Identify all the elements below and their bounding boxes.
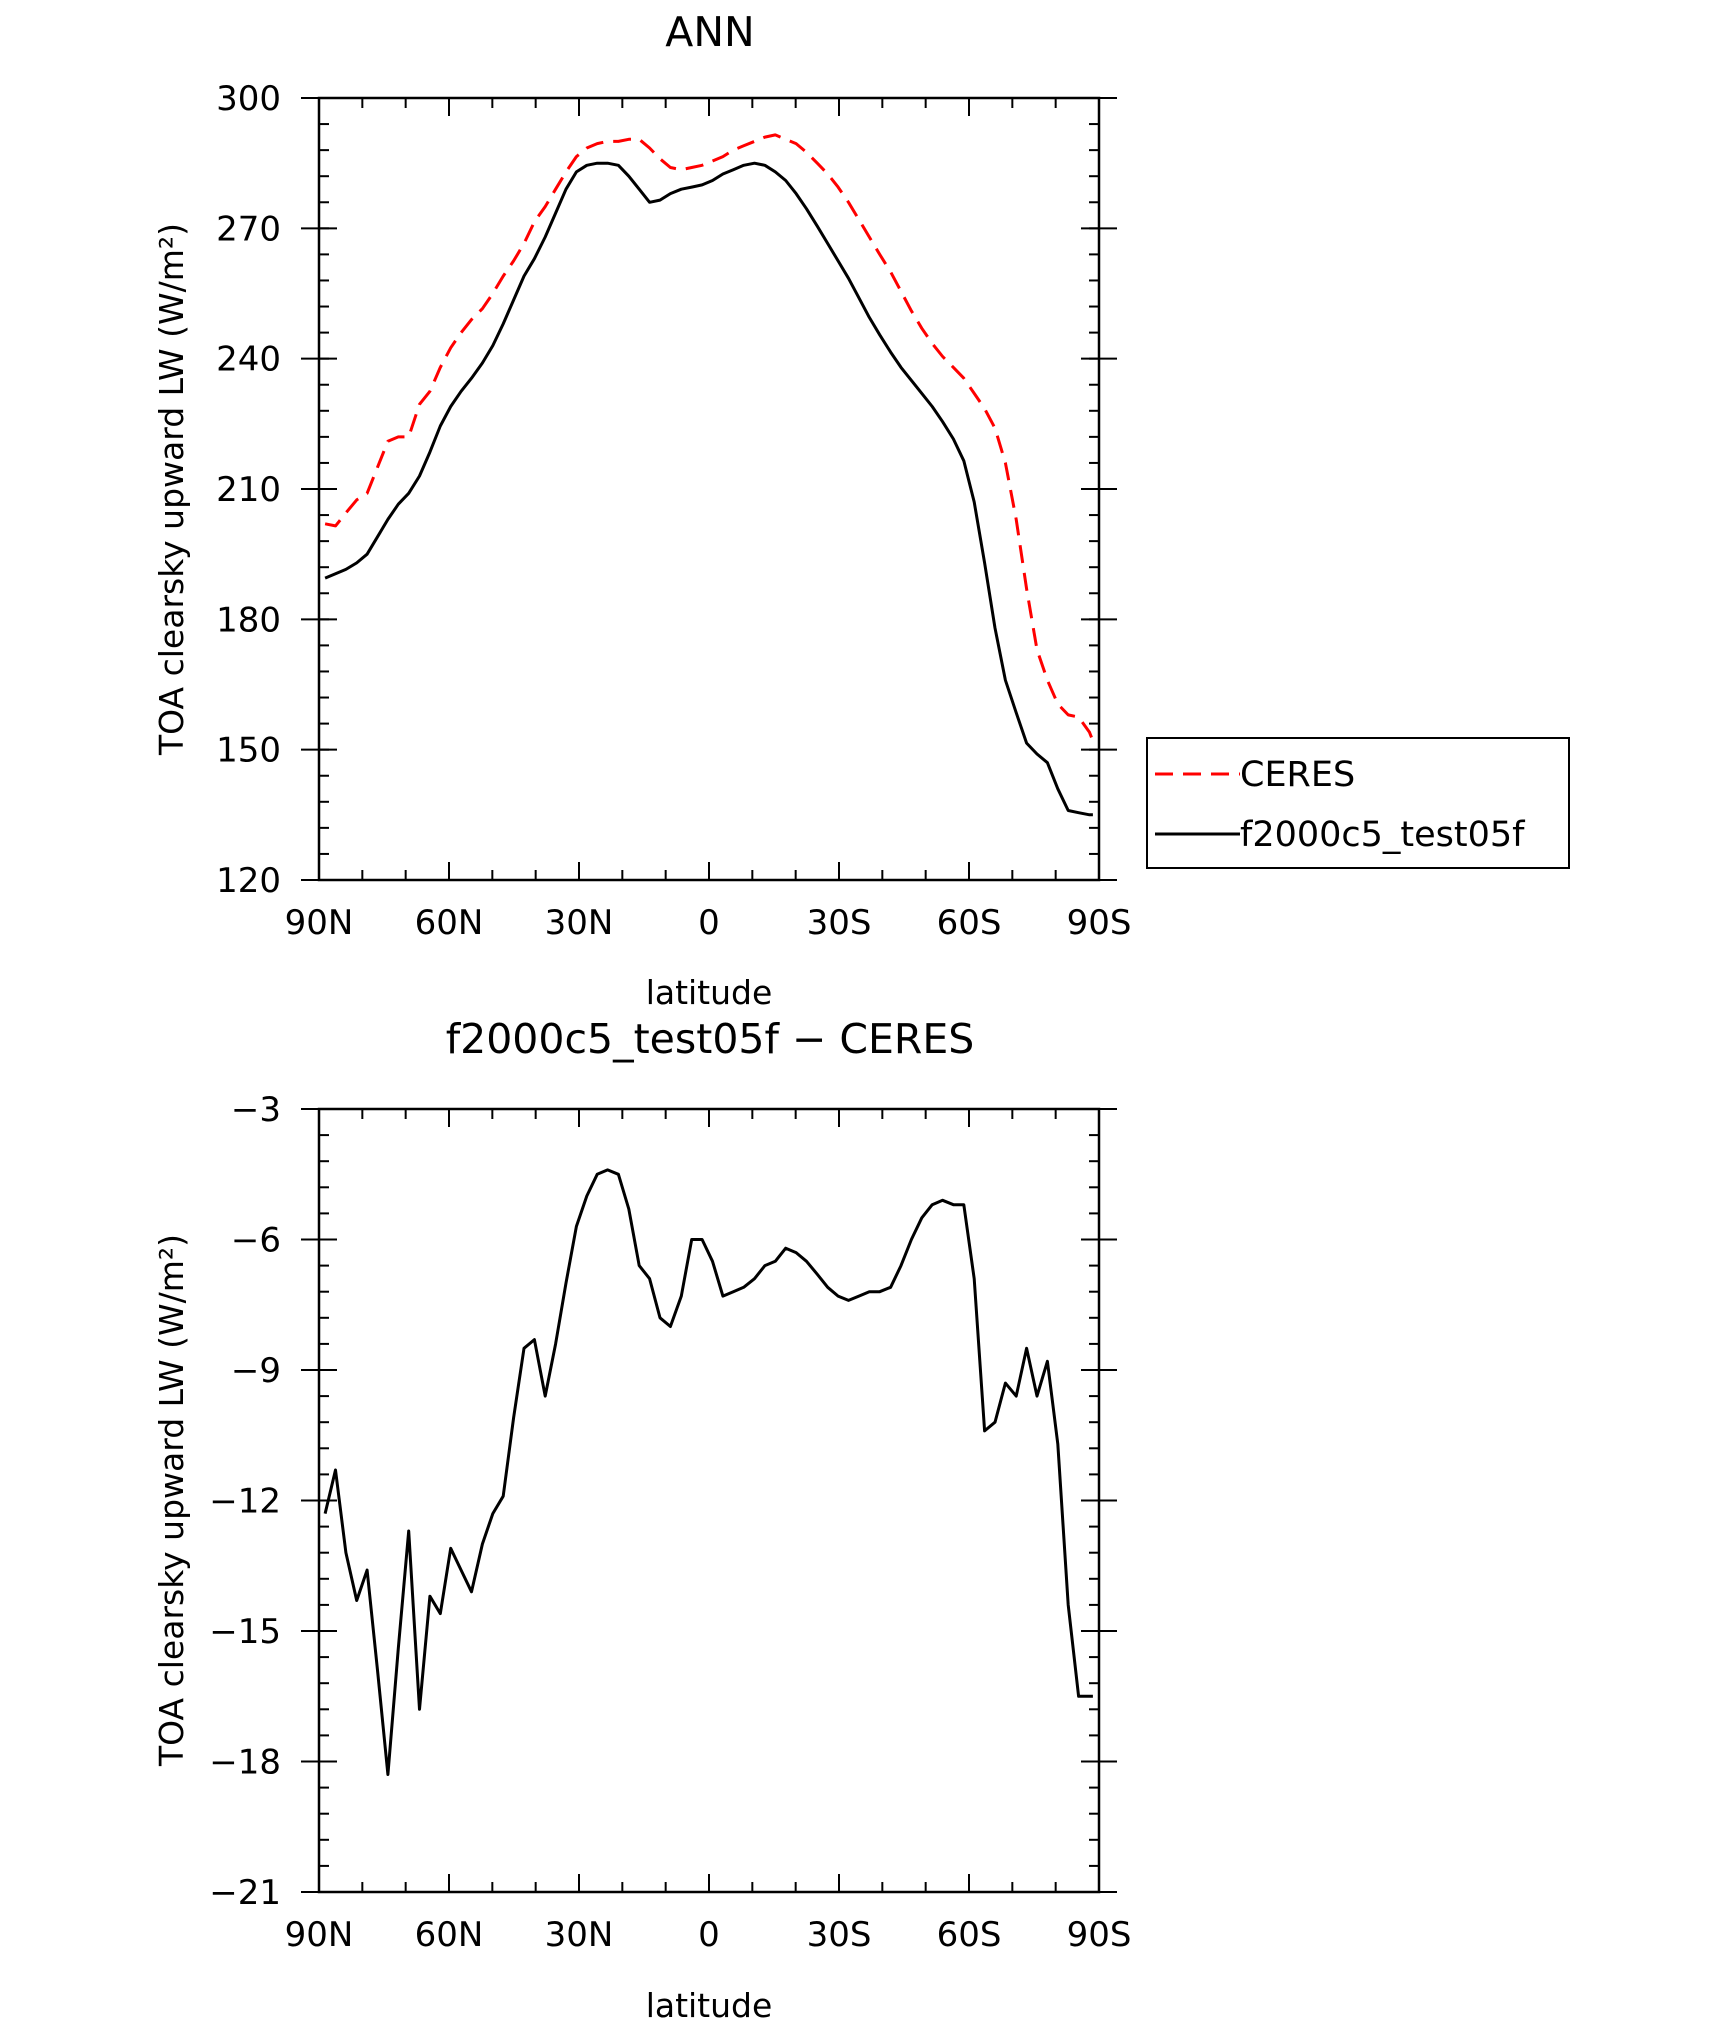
- y-tick-label: −9: [231, 1351, 281, 1391]
- series-line-difference: [323, 1168, 1093, 1776]
- x-tick-label: 60N: [415, 1915, 484, 1955]
- x-axis-label: latitude: [646, 973, 773, 1012]
- y-tick-label: −12: [209, 1482, 281, 1522]
- y-tick-label: −21: [209, 1873, 281, 1913]
- axis-ticks: 90N 60N 30N 0 30S 60S 90S 120 150 180 210 240 270 300: [216, 79, 1131, 943]
- top-chart-panel: ANN 90N 60N 30N 0 30S 60S 90S 120 150 180 210 240 27…: [152, 8, 1570, 1012]
- y-tick-label: 150: [216, 731, 281, 771]
- x-tick-label: 30N: [545, 903, 614, 943]
- plot-frame: [317, 1107, 1101, 1894]
- legend-box: [1146, 737, 1570, 869]
- x-tick-label: 90N: [285, 903, 354, 943]
- y-tick-label: 240: [216, 340, 281, 380]
- x-tick-label: 30S: [807, 1915, 872, 1955]
- plot-frame: [317, 96, 1101, 882]
- x-tick-label: 30S: [807, 903, 872, 943]
- legend: CERES f2000c5_test05f: [1146, 737, 1570, 869]
- series-lines: [324, 133, 1095, 817]
- x-tick-label: 90N: [285, 1915, 354, 1955]
- y-tick-label: 210: [216, 470, 281, 510]
- y-tick-label: 270: [216, 209, 281, 249]
- x-tick-label: 60S: [937, 903, 1002, 943]
- x-tick-label: 60S: [937, 1915, 1002, 1955]
- x-tick-label: 30N: [545, 1915, 614, 1955]
- y-axis-label: TOA clearsky upward LW (W/m²): [152, 223, 191, 756]
- x-tick-label: 90S: [1067, 903, 1132, 943]
- y-tick-label: −3: [231, 1090, 281, 1130]
- y-tick-label: −6: [231, 1221, 281, 1261]
- x-tick-label: 0: [698, 1915, 720, 1955]
- x-tick-label: 0: [698, 903, 720, 943]
- y-tick-label: 180: [216, 600, 281, 640]
- legend-label-model: f2000c5_test05f: [1240, 815, 1525, 855]
- axis-ticks: 90N 60N 30N 0 30S 60S 90S −21 −18 −15 −12 −9 −6 −3: [209, 1090, 1131, 1955]
- legend-label-ceres: CERES: [1240, 755, 1355, 795]
- x-tick-label: 90S: [1067, 1915, 1132, 1955]
- series-line-f2000c5-test05f: [324, 161, 1093, 817]
- y-tick-label: −15: [209, 1612, 281, 1652]
- chart-title: f2000c5_test05f − CERES: [446, 1015, 975, 1063]
- x-tick-label: 60N: [415, 903, 484, 943]
- y-tick-label: 300: [216, 79, 281, 119]
- y-axis-label: TOA clearsky upward LW (W/m²): [152, 1234, 191, 1767]
- series-line-ceres: [324, 133, 1095, 742]
- series-lines: [323, 1168, 1093, 1776]
- y-tick-label: 120: [216, 861, 281, 901]
- chart-title: ANN: [665, 8, 754, 56]
- difference-chart-panel: f2000c5_test05f − CERES 90N 60N 30N 0 30S 60S…: [152, 1015, 1131, 2021]
- x-axis-label: latitude: [646, 1986, 773, 2021]
- y-tick-label: −18: [209, 1743, 281, 1783]
